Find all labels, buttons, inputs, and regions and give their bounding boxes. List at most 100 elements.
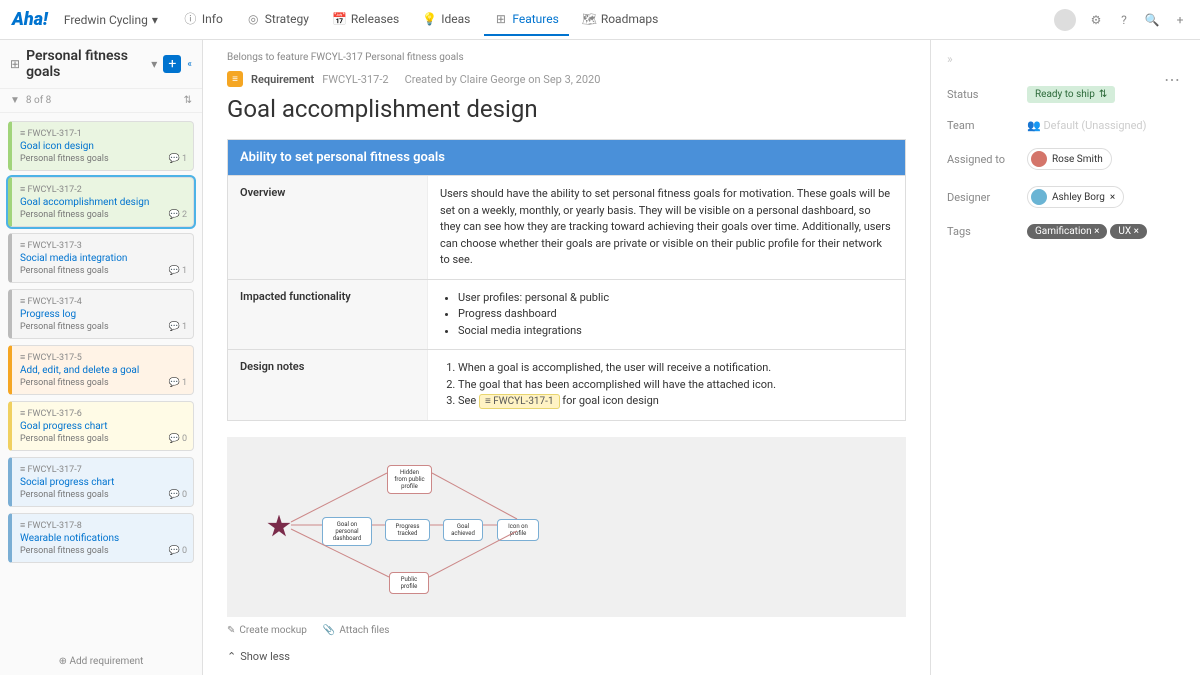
card-title: Add, edit, and delete a goal — [20, 365, 185, 376]
nav-roadmaps[interactable]: 🗺Roadmaps — [573, 4, 669, 36]
requirement-card[interactable]: ≡ FWCYL-317-3Social media integrationPer… — [8, 233, 194, 283]
workspace-selector[interactable]: Fredwin Cycling ▾ — [64, 13, 158, 27]
status-pill[interactable]: Ready to ship ⇅ — [1027, 86, 1115, 103]
diagram-star — [267, 515, 291, 539]
nav-icon: 💡 — [423, 12, 436, 25]
tag-chip[interactable]: UX × — [1110, 224, 1147, 239]
card-comment-count: 💬 2 — [169, 210, 188, 220]
nav-icon: ◎ — [247, 12, 260, 25]
impacted-list: User profiles: personal & publicProgress… — [428, 280, 905, 350]
card-subtitle: Personal fitness goals — [20, 322, 185, 332]
card-title: Progress log — [20, 309, 185, 320]
help-icon[interactable]: ? — [1116, 12, 1132, 28]
card-comment-count: 💬 1 — [169, 266, 188, 276]
tags-label: Tags — [947, 225, 1027, 238]
impacted-label: Impacted functionality — [228, 280, 428, 350]
nav-ideas[interactable]: 💡Ideas — [413, 4, 480, 36]
card-id: ≡ FWCYL-317-2 — [20, 184, 185, 195]
add-icon[interactable]: + — [1172, 12, 1188, 28]
requirement-icon: ≡ — [227, 71, 243, 87]
chevron-down-icon[interactable]: ▾ — [151, 57, 157, 71]
reference-pill[interactable]: ≡ FWCYL-317-1 — [479, 394, 560, 409]
list-item: Progress dashboard — [458, 306, 893, 323]
gear-icon[interactable]: ⚙ — [1088, 12, 1104, 28]
requirement-card[interactable]: ≡ FWCYL-317-6Goal progress chartPersonal… — [8, 401, 194, 451]
plus-icon: ⊕ — [59, 656, 67, 667]
search-icon[interactable]: 🔍 — [1144, 12, 1160, 28]
sidebar-title[interactable]: Personal fitness goals — [26, 48, 145, 80]
tag-chip[interactable]: Gamification × — [1027, 224, 1107, 239]
requirement-card[interactable]: ≡ FWCYL-317-4 Progress log Personal fitnes… — [8, 289, 194, 339]
requirement-card[interactable]: ≡ FWCYL-317-5Add, edit, and delete a goa… — [8, 345, 194, 395]
designer-chip[interactable]: Ashley Borg × — [1027, 186, 1124, 208]
diagram-node: Public profile — [389, 572, 429, 594]
page-title: Goal accomplishment design — [227, 95, 906, 123]
add-requirement-button[interactable]: ⊕ Add requirement — [0, 648, 202, 675]
more-icon[interactable]: ⋯ — [1164, 70, 1180, 89]
card-subtitle: Personal fitness goals — [20, 490, 185, 500]
breadcrumb-link[interactable]: FWCYL-317 Personal fitness goals — [311, 52, 464, 63]
filter-icon[interactable]: ▼ — [10, 95, 20, 106]
card-id: ≡ FWCYL-317-4 — [20, 296, 185, 307]
card-comment-count: 💬 0 — [169, 434, 188, 444]
card-title: Goal accomplishment design — [20, 197, 185, 208]
requirement-card[interactable]: ≡ FWCYL-317-2 Goal accomplishment design P… — [8, 177, 194, 227]
show-less-button[interactable]: ⌃ Show less — [227, 644, 906, 669]
detail-pane: Belongs to feature FWCYL-317 Personal fi… — [203, 40, 930, 675]
card-id: ≡ FWCYL-317-7 — [20, 464, 185, 475]
logo[interactable]: Aha! — [12, 9, 48, 30]
nav-strategy[interactable]: ◎Strategy — [237, 4, 319, 36]
mockup-actions: ✎ Create mockup 📎 Attach files — [227, 625, 906, 636]
workspace-name: Fredwin Cycling — [64, 13, 148, 27]
nav-features[interactable]: ⊞Features — [484, 4, 568, 36]
card-title: Goal icon design — [20, 141, 185, 152]
status-label: Status — [947, 88, 1027, 101]
overview-label: Overview — [228, 176, 428, 279]
requirement-card[interactable]: ≡ FWCYL-317-1Goal icon designPersonal fi… — [8, 121, 194, 171]
team-label: Team — [947, 119, 1027, 132]
top-nav: ⓘInfo◎Strategy📅Releases💡Ideas⊞Features🗺R… — [174, 4, 668, 36]
assigned-label: Assigned to — [947, 153, 1027, 166]
card-comment-count: 💬 0 — [169, 546, 188, 556]
add-button[interactable]: + — [163, 55, 181, 73]
list-item: User profiles: personal & public — [458, 290, 893, 307]
sort-icon[interactable]: ⇅ — [184, 95, 192, 106]
team-value[interactable]: 👥 Default (Unassigned) — [1027, 119, 1184, 132]
card-comment-count: 💬 1 — [169, 322, 188, 332]
tags-value[interactable]: Gamification ×UX × — [1027, 224, 1184, 239]
card-title: Social media integration — [20, 253, 185, 264]
design-list: When a goal is accomplished, the user wi… — [428, 350, 905, 420]
breadcrumb: Belongs to feature FWCYL-317 Personal fi… — [227, 52, 906, 63]
card-title: Social progress chart — [20, 477, 185, 488]
list-item: Social media integrations — [458, 323, 893, 340]
list-item: The goal that has been accomplished will… — [458, 377, 893, 394]
list-item: See ≡ FWCYL-317-1 for goal icon design — [458, 393, 893, 410]
requirement-card[interactable]: ≡ FWCYL-317-8Wearable notificationsPerso… — [8, 513, 194, 563]
collapse-icon[interactable]: « — [187, 59, 192, 70]
diagram-node: Goal achieved — [443, 519, 483, 541]
card-id: ≡ FWCYL-317-6 — [20, 408, 185, 419]
diagram-node: Progress tracked — [385, 519, 430, 541]
attach-files-button[interactable]: 📎 Attach files — [323, 625, 390, 636]
sidebar-filter: ▼ 8 of 8 ⇅ — [0, 89, 202, 113]
expand-icon[interactable]: » — [947, 52, 1184, 66]
assigned-chip[interactable]: Rose Smith — [1027, 148, 1112, 170]
chevron-down-icon: ▾ — [152, 13, 158, 27]
collapse-icon: ⌃ — [227, 650, 236, 663]
nav-releases[interactable]: 📅Releases — [323, 4, 409, 36]
nav-info[interactable]: ⓘInfo — [174, 4, 233, 36]
card-title: Wearable notifications — [20, 533, 185, 544]
card-list: ≡ FWCYL-317-1Goal icon designPersonal fi… — [0, 113, 202, 648]
user-avatar[interactable] — [1054, 9, 1076, 31]
requirement-card[interactable]: ≡ FWCYL-317-7 Social progress chart Person… — [8, 457, 194, 507]
card-subtitle: Personal fitness goals — [20, 210, 185, 220]
requirement-label: Requirement — [251, 73, 314, 86]
diagram-node: Icon on profile — [497, 519, 539, 541]
card-title: Goal progress chart — [20, 421, 185, 432]
card-subtitle: Personal fitness goals — [20, 546, 185, 556]
create-mockup-button[interactable]: ✎ Create mockup — [227, 625, 307, 636]
designer-label: Designer — [947, 191, 1027, 204]
nav-icon: 📅 — [333, 12, 346, 25]
diagram-node: Hidden from public profile — [387, 465, 432, 494]
card-id: ≡ FWCYL-317-3 — [20, 240, 185, 251]
